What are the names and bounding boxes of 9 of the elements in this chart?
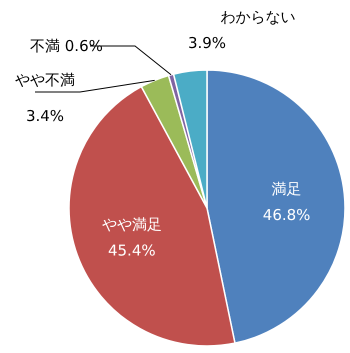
slice-label: やや満足 xyxy=(102,215,162,234)
slice-label: 満足 xyxy=(272,180,302,198)
data-label: 3.9% xyxy=(188,34,226,52)
slice-label: やや不満 xyxy=(15,71,75,89)
slice-label: 不満 0.6% xyxy=(30,37,103,55)
slice-label: わからない xyxy=(220,8,296,26)
data-label: 46.8% xyxy=(262,206,310,224)
data-label: 3.4% xyxy=(26,107,64,125)
data-label: 45.4% xyxy=(108,241,156,260)
